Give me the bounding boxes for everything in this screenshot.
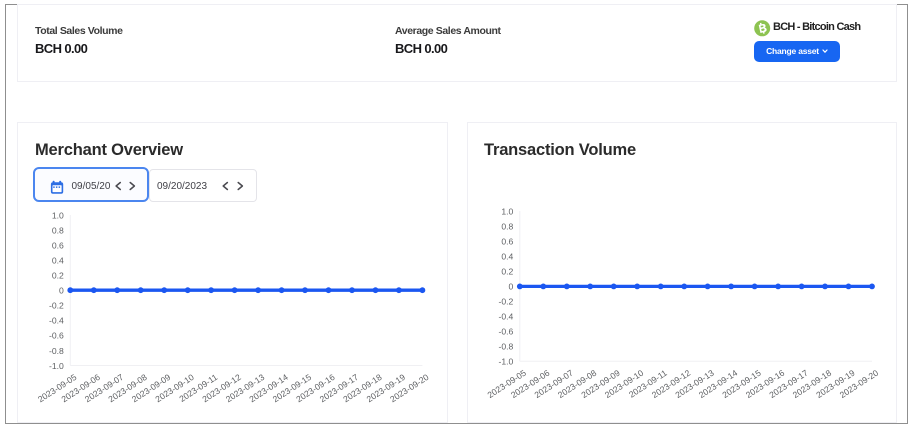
svg-text:0.8: 0.8 (501, 221, 513, 231)
svg-text:-1.0: -1.0 (49, 361, 64, 371)
svg-text:-0.6: -0.6 (49, 331, 64, 341)
svg-text:-1.0: -1.0 (498, 357, 513, 367)
svg-text:0.6: 0.6 (52, 240, 64, 250)
svg-text:0.8: 0.8 (52, 225, 64, 235)
svg-text:-0.2: -0.2 (49, 301, 64, 311)
svg-text:-0.8: -0.8 (49, 346, 64, 356)
svg-text:0.4: 0.4 (501, 251, 513, 261)
svg-text:1.0: 1.0 (52, 210, 64, 220)
svg-text:-0.6: -0.6 (498, 327, 513, 337)
svg-text:-0.4: -0.4 (49, 316, 64, 326)
svg-text:-0.8: -0.8 (498, 342, 513, 352)
svg-text:0: 0 (59, 286, 64, 296)
svg-text:0.4: 0.4 (52, 255, 64, 265)
svg-text:1.0: 1.0 (501, 206, 513, 216)
svg-text:0.2: 0.2 (501, 266, 513, 276)
svg-text:-0.2: -0.2 (498, 296, 513, 306)
svg-text:0.6: 0.6 (501, 236, 513, 246)
svg-text:-0.4: -0.4 (498, 311, 513, 321)
svg-text:0: 0 (509, 281, 514, 291)
svg-text:0.2: 0.2 (52, 271, 64, 281)
